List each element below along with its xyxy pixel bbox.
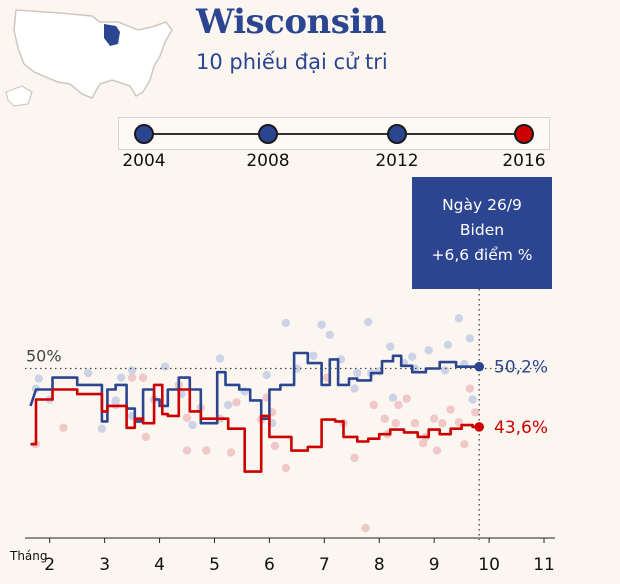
poll-dot-trump xyxy=(361,523,370,533)
poll-dot-trump xyxy=(391,419,400,428)
poll-dot-trump xyxy=(429,414,439,423)
poll-dot-biden xyxy=(97,424,107,433)
poll-dot-trump xyxy=(127,373,137,382)
us-outline xyxy=(13,9,173,99)
reference-line-label: 50% xyxy=(26,347,62,366)
poll-dot-biden xyxy=(440,366,450,375)
poll-dot-trump xyxy=(232,398,241,407)
poll-dot-biden xyxy=(215,354,225,363)
x-tick-label-6: 6 xyxy=(264,555,275,575)
callout-margin: +6,6 điểm % xyxy=(431,246,533,264)
poll-dot-biden xyxy=(468,395,477,404)
poll-dot-trump xyxy=(182,413,192,422)
page-title: Wisconsin xyxy=(196,2,387,42)
poll-dot-biden xyxy=(386,342,395,351)
timeline-dot-2004[interactable] xyxy=(134,124,154,144)
callout-candidate: Biden xyxy=(459,221,505,239)
poll-dot-trump xyxy=(471,408,480,417)
poll-dot-trump xyxy=(446,405,455,414)
poll-dot-biden xyxy=(111,396,120,405)
timeline-dot-2008[interactable] xyxy=(258,124,278,144)
x-tick-label-4: 4 xyxy=(154,555,165,575)
series-endpoint-biden xyxy=(474,361,485,372)
wisconsin-shape xyxy=(104,24,120,46)
series-end-label-biden: 50,2% xyxy=(494,358,548,378)
date-callout: Ngày 26/9 Biden +6,6 điểm % xyxy=(412,177,552,289)
x-tick-label-3: 3 xyxy=(99,555,110,575)
poll-dot-biden xyxy=(454,314,464,323)
poll-dot-trump xyxy=(138,373,148,382)
poll-dot-biden xyxy=(353,368,362,378)
series-line-trump xyxy=(30,383,480,473)
poll-dot-biden xyxy=(262,370,271,380)
poll-dot-trump xyxy=(350,453,359,463)
poll-dot-biden xyxy=(408,352,417,361)
poll-dot-trump xyxy=(226,448,236,457)
poll-dot-biden xyxy=(34,374,43,383)
poll-dot-biden xyxy=(83,368,93,378)
poll-dot-trump xyxy=(281,463,291,473)
poll-dot-biden xyxy=(350,384,359,393)
timeline-year-2012: 2012 xyxy=(375,151,419,171)
poll-dot-biden xyxy=(224,400,233,410)
series-endpoint-trump xyxy=(474,422,485,432)
poll-dot-trump xyxy=(270,441,280,451)
poll-dot-biden xyxy=(465,334,475,343)
x-tick-label-2: 2 xyxy=(44,555,55,575)
poll-dot-biden xyxy=(127,366,137,375)
timeline-year-2016: 2016 xyxy=(502,151,546,171)
poll-dot-biden xyxy=(364,317,373,327)
timeline-dot-2016[interactable] xyxy=(514,124,534,144)
poll-dot-biden xyxy=(281,318,291,328)
poll-dot-trump xyxy=(380,414,389,423)
poll-dot-trump xyxy=(202,446,211,455)
poll-dot-trump xyxy=(410,419,420,428)
alaska-outline xyxy=(5,85,33,107)
poll-dot-biden xyxy=(188,420,197,430)
x-tick-label-7: 7 xyxy=(319,555,330,575)
poll-dot-biden xyxy=(388,393,398,402)
poll-dot-trump xyxy=(394,400,403,410)
us-map-icon xyxy=(5,9,173,107)
poll-dot-trump xyxy=(438,419,447,428)
poll-dot-trump xyxy=(432,446,442,455)
series-line-biden xyxy=(29,351,480,425)
poll-dot-trump xyxy=(141,432,151,442)
x-tick-label-8: 8 xyxy=(374,555,385,575)
poll-dot-trump xyxy=(460,440,469,449)
x-tick-label-11: 11 xyxy=(533,555,555,575)
timeline-line xyxy=(144,133,526,135)
timeline-year-2004: 2004 xyxy=(122,151,166,171)
poll-dot-trump xyxy=(465,384,475,393)
poll-dot-biden xyxy=(317,320,326,329)
poll-dot-trump xyxy=(418,439,428,448)
electoral-votes-subtitle: 10 phiếu đại cử tri xyxy=(196,50,388,74)
poll-dot-biden xyxy=(160,362,170,371)
x-tick-label-9: 9 xyxy=(429,555,440,575)
x-tick-label-10: 10 xyxy=(478,555,500,575)
poll-dot-biden xyxy=(116,373,126,382)
timeline-dot-2012[interactable] xyxy=(387,124,407,144)
series-end-label-trump: 43,6% xyxy=(494,418,548,438)
poll-dot-biden xyxy=(325,330,335,339)
callout-date: Ngày 26/9 xyxy=(442,196,522,214)
poll-dot-biden xyxy=(309,351,318,360)
poll-dot-trump xyxy=(59,423,68,432)
poll-dot-trump xyxy=(369,400,378,410)
poll-dot-trump xyxy=(402,394,411,403)
poll-dot-trump xyxy=(182,446,192,455)
timeline-year-2008: 2008 xyxy=(246,151,290,171)
x-axis-label: Tháng xyxy=(9,549,48,563)
election-timeline: 2004 2008 2012 2016 xyxy=(118,117,550,175)
poll-dot-biden xyxy=(443,340,453,350)
x-tick-label-5: 5 xyxy=(209,555,220,575)
poll-dot-biden xyxy=(424,346,433,355)
